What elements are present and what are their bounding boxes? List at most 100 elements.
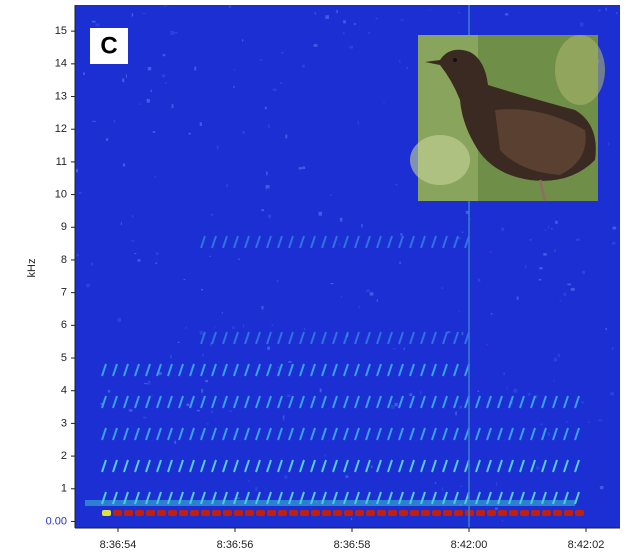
low-band (553, 510, 562, 516)
noise (242, 130, 245, 134)
noise (164, 5, 168, 7)
syllable (453, 395, 459, 409)
low-band (388, 510, 397, 516)
noise (477, 278, 481, 282)
noise (403, 347, 405, 350)
syllable (123, 459, 129, 473)
noise (185, 326, 187, 329)
syllable (398, 235, 404, 249)
spectrogram-texture (75, 5, 618, 522)
syllable (497, 395, 503, 409)
noise (324, 454, 326, 457)
y-tick-label: 10 (55, 188, 67, 200)
syllable (200, 331, 206, 345)
noise (547, 225, 549, 229)
syllable (277, 395, 283, 409)
noise (199, 330, 204, 335)
syllable (222, 459, 228, 473)
noise (143, 383, 148, 385)
noise (447, 331, 451, 334)
low-band (135, 510, 144, 516)
syllable (321, 235, 327, 249)
noise (313, 44, 318, 47)
noise (555, 220, 558, 224)
noise (465, 210, 470, 215)
low-band (278, 510, 287, 516)
syllable (486, 427, 492, 441)
noise (366, 289, 370, 293)
syllable (222, 395, 228, 409)
low-band (432, 510, 441, 516)
noise (375, 17, 378, 20)
syllable (123, 363, 129, 377)
noise (267, 346, 270, 350)
syllable (387, 363, 393, 377)
syllable (442, 459, 448, 473)
syllable (343, 363, 349, 377)
syllable (244, 331, 250, 345)
noise (131, 13, 134, 17)
syllable (200, 395, 206, 409)
noise (150, 89, 152, 93)
syllable (486, 395, 492, 409)
syllable (145, 459, 151, 473)
syllable (112, 395, 118, 409)
syllable (255, 235, 261, 249)
noise (199, 122, 202, 126)
noise (128, 409, 133, 412)
low-band (124, 510, 133, 516)
syllable (365, 395, 371, 409)
syllable (442, 331, 448, 345)
syllable (233, 427, 239, 441)
syllable (266, 395, 272, 409)
noise (86, 283, 90, 288)
low-band (212, 510, 221, 516)
syllable (299, 427, 305, 441)
syllable (354, 363, 360, 377)
syllable (277, 427, 283, 441)
syllable (310, 395, 316, 409)
noise (236, 497, 240, 499)
noise (248, 480, 250, 483)
noise (351, 517, 353, 521)
syllable (266, 459, 272, 473)
noise (506, 386, 508, 390)
noise (91, 20, 96, 23)
bird-eye (453, 58, 457, 62)
low-band (355, 510, 364, 516)
noise (271, 324, 273, 327)
low-band (498, 510, 507, 516)
low-band (179, 510, 188, 516)
syllable (255, 363, 261, 377)
syllable (145, 427, 151, 441)
syllable (497, 459, 503, 473)
low-band (300, 510, 309, 516)
noise (357, 121, 359, 125)
noise (342, 32, 345, 35)
noise (543, 253, 547, 256)
noise (535, 466, 540, 470)
noise (544, 229, 547, 231)
noise (285, 134, 288, 139)
syllable (398, 459, 404, 473)
noise (599, 486, 604, 490)
syllable (574, 395, 580, 409)
noise (361, 223, 363, 228)
noise (566, 420, 568, 423)
noise (576, 238, 580, 241)
y-tick-label: 12 (55, 123, 67, 135)
syllable (431, 331, 437, 345)
noise (186, 403, 190, 406)
noise (554, 357, 558, 362)
noise (207, 422, 209, 425)
noise (287, 394, 291, 398)
syllable (354, 427, 360, 441)
noise (538, 278, 542, 281)
syllable (189, 427, 195, 441)
syllable (398, 395, 404, 409)
noise (349, 45, 354, 49)
syllable (288, 427, 294, 441)
noise (336, 9, 338, 14)
noise (229, 410, 233, 412)
noise (288, 360, 292, 363)
